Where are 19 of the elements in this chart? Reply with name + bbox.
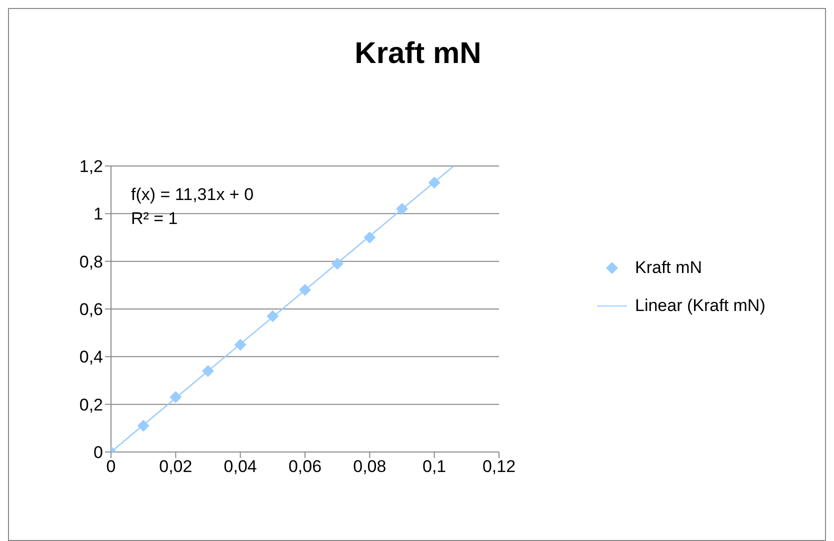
x-tick-label: 0,04 (224, 457, 257, 476)
legend-label: Kraft mN (635, 258, 702, 278)
annotation: R² = 1 (131, 209, 178, 229)
x-tick-label: 0,08 (353, 457, 386, 476)
y-tick-label: 0,2 (79, 395, 103, 414)
y-tick-label: 1 (94, 204, 103, 224)
x-tick-label: 0 (106, 457, 116, 476)
y-tick-label: 0 (94, 443, 103, 462)
y-tick-label: 0,8 (79, 252, 103, 272)
x-tick-label: 0,12 (482, 457, 516, 476)
legend-label: Linear (Kraft mN) (635, 296, 766, 316)
x-tick-label: 0,1 (422, 457, 446, 476)
x-tick-label: 0,02 (159, 457, 192, 476)
chart-title: Kraft mN (354, 37, 482, 71)
y-tick-label: 0,6 (79, 300, 103, 320)
y-tick-label: 0,4 (79, 348, 103, 367)
x-tick-label: 0,06 (288, 457, 322, 476)
y-tick-label: 1,2 (79, 157, 103, 176)
annotation: f(x) = 11,31x + 0 (131, 185, 254, 205)
